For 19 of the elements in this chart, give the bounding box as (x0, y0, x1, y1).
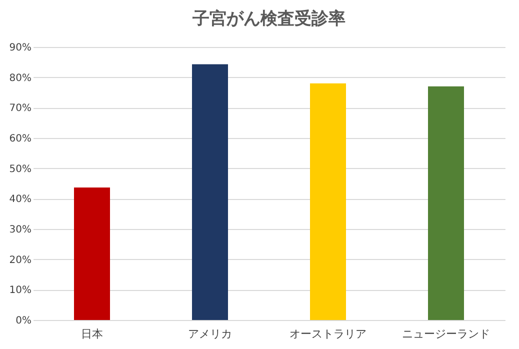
chart-title: 子宮がん検査受診率 (192, 9, 346, 29)
x-tick-label: オーストラリア (290, 328, 366, 340)
y-tick-label: 0% (16, 316, 32, 326)
y-tick-label: 50% (9, 164, 32, 175)
y-tick-label: 90% (9, 42, 32, 54)
y-tick-label: 60% (9, 134, 32, 144)
x-tick-label: 日本 (81, 328, 103, 340)
bar (74, 187, 110, 320)
y-tick-label: 80% (9, 72, 32, 84)
y-tick-label: 70% (9, 103, 32, 114)
bar (310, 83, 346, 320)
y-tick-label: 10% (9, 285, 32, 296)
y-tick-label: 20% (9, 254, 32, 266)
bar (428, 86, 464, 320)
y-tick-label: 30% (9, 224, 32, 236)
bar (192, 64, 228, 320)
y-tick-label: 40% (9, 194, 32, 206)
x-tick-label: ニュージーランド (402, 328, 490, 340)
x-tick-label: アメリカ (188, 328, 232, 340)
